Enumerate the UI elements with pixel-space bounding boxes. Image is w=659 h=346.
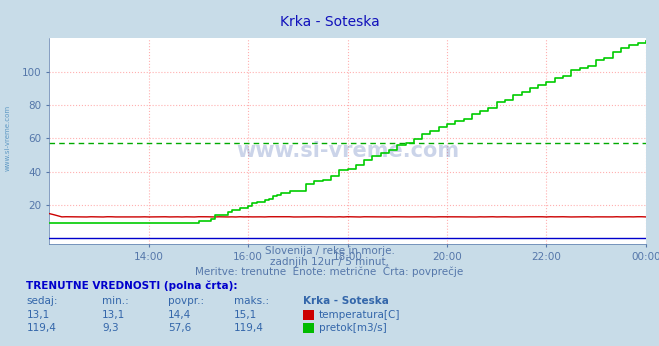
Text: TRENUTNE VREDNOSTI (polna črta):: TRENUTNE VREDNOSTI (polna črta): (26, 280, 238, 291)
Text: min.:: min.: (102, 297, 129, 307)
Text: temperatura[C]: temperatura[C] (319, 310, 401, 320)
Text: Slovenija / reke in morje.: Slovenija / reke in morje. (264, 246, 395, 256)
Text: 119,4: 119,4 (26, 324, 56, 334)
Text: 9,3: 9,3 (102, 324, 119, 334)
Text: 57,6: 57,6 (168, 324, 191, 334)
Text: www.si-vreme.com: www.si-vreme.com (5, 105, 11, 172)
Text: 14,4: 14,4 (168, 310, 191, 320)
Text: pretok[m3/s]: pretok[m3/s] (319, 324, 387, 334)
Text: 119,4: 119,4 (234, 324, 264, 334)
Text: Krka - Soteska: Krka - Soteska (303, 297, 389, 307)
Text: 15,1: 15,1 (234, 310, 257, 320)
Text: 13,1: 13,1 (102, 310, 125, 320)
Text: povpr.:: povpr.: (168, 297, 204, 307)
Text: sedaj:: sedaj: (26, 297, 58, 307)
Text: www.si-vreme.com: www.si-vreme.com (236, 141, 459, 161)
Text: Meritve: trenutne  Enote: metrične  Črta: povprečje: Meritve: trenutne Enote: metrične Črta: … (195, 265, 464, 277)
Text: zadnjih 12ur / 5 minut.: zadnjih 12ur / 5 minut. (270, 257, 389, 267)
Text: 13,1: 13,1 (26, 310, 49, 320)
Text: maks.:: maks.: (234, 297, 269, 307)
Text: Krka - Soteska: Krka - Soteska (279, 16, 380, 29)
